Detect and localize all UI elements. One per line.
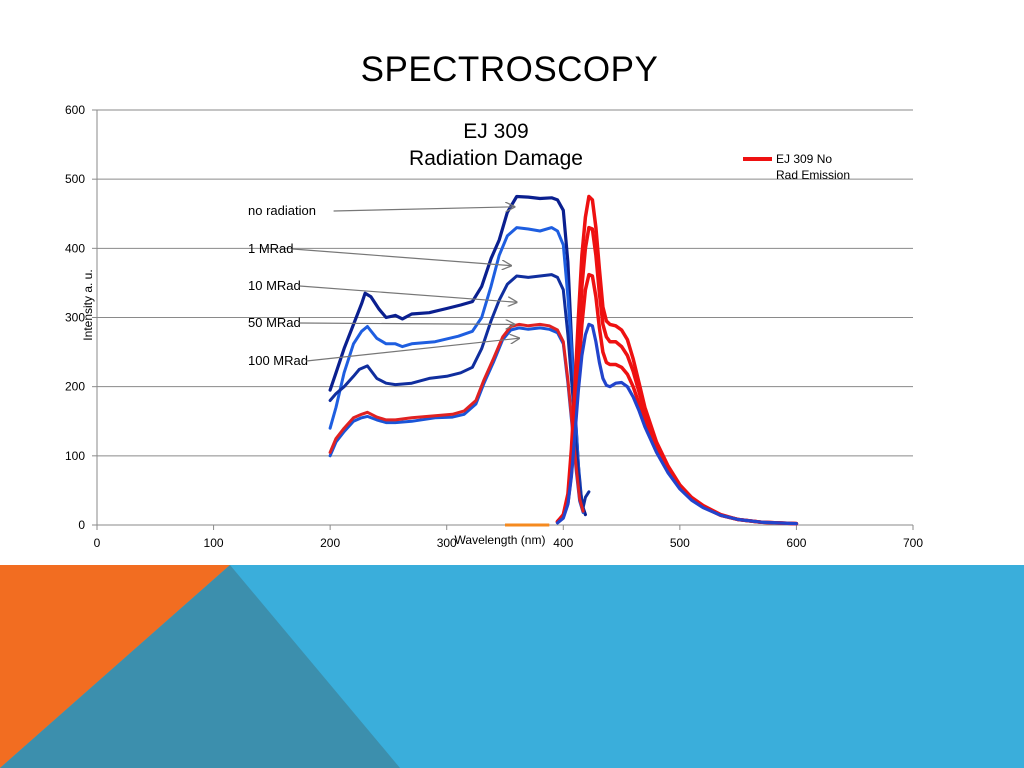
- chart-series: [328, 194, 799, 527]
- chart-annotations: no radiation 1 MRad 10 MRad 50 MRad 100 MRad: [248, 203, 519, 368]
- y-tick-label: 300: [65, 311, 85, 325]
- legend-label: EJ 309 No Rad Emission: [776, 152, 850, 182]
- absorption-series-0: [328, 194, 587, 517]
- chart-title-line1: EJ 309: [463, 120, 528, 143]
- y-tick-label: 0: [78, 518, 85, 532]
- absorption-series-1: [328, 226, 585, 513]
- slide-title: SPECTROSCOPY: [360, 50, 659, 89]
- annotation-label: 1 MRad: [248, 241, 294, 256]
- background-decor: [0, 565, 1024, 768]
- legend-label-line2: Rad Emission: [776, 168, 850, 182]
- x-axis-label: Wavelength (nm): [455, 533, 546, 547]
- annotation-label: no radiation: [248, 203, 316, 218]
- absorption-series-3: [328, 326, 585, 514]
- annotation-label: 50 MRad: [248, 315, 301, 330]
- x-tick-label: 400: [553, 536, 573, 550]
- legend: EJ 309 No Rad Emission: [743, 152, 850, 182]
- x-tick-label: 500: [670, 536, 690, 550]
- absorption-series-4: [328, 322, 585, 513]
- y-tick-label: 200: [65, 380, 85, 394]
- annotation-label: 100 MRad: [248, 353, 308, 368]
- y-tick-label: 500: [65, 172, 85, 186]
- y-tick-label: 100: [65, 449, 85, 463]
- annotation-arrow: [333, 207, 515, 211]
- chart-axes: 0 100 200 300 400 500 600 0 100 200 300 400 500 600 70…: [65, 103, 923, 550]
- x-tick-label: 700: [903, 536, 923, 550]
- x-tick-label: 300: [437, 536, 457, 550]
- chart-title-line2: Radiation Damage: [409, 147, 583, 170]
- annotation-arrow: [292, 248, 511, 266]
- annotation-label: 10 MRad: [248, 278, 301, 293]
- x-tick-label: 100: [204, 536, 224, 550]
- footer-triangle-teal: [0, 565, 400, 768]
- legend-label-line1: EJ 309 No: [776, 152, 832, 166]
- annotation-arrow: [299, 323, 515, 324]
- annotation-arrow: [299, 285, 517, 302]
- emission-series-1: [555, 225, 799, 526]
- x-tick-label: 600: [786, 536, 806, 550]
- x-tick-label: 0: [94, 536, 101, 550]
- y-tick-label: 600: [65, 103, 85, 117]
- absorption-series-2: [328, 273, 591, 510]
- emission-series-3: [555, 322, 798, 526]
- annotation-arrow: [306, 338, 519, 362]
- x-tick-label: 200: [320, 536, 340, 550]
- y-axis-label: Intensity a. u.: [81, 269, 95, 340]
- y-tick-label: 400: [65, 241, 85, 255]
- chart-grid: [97, 109, 913, 457]
